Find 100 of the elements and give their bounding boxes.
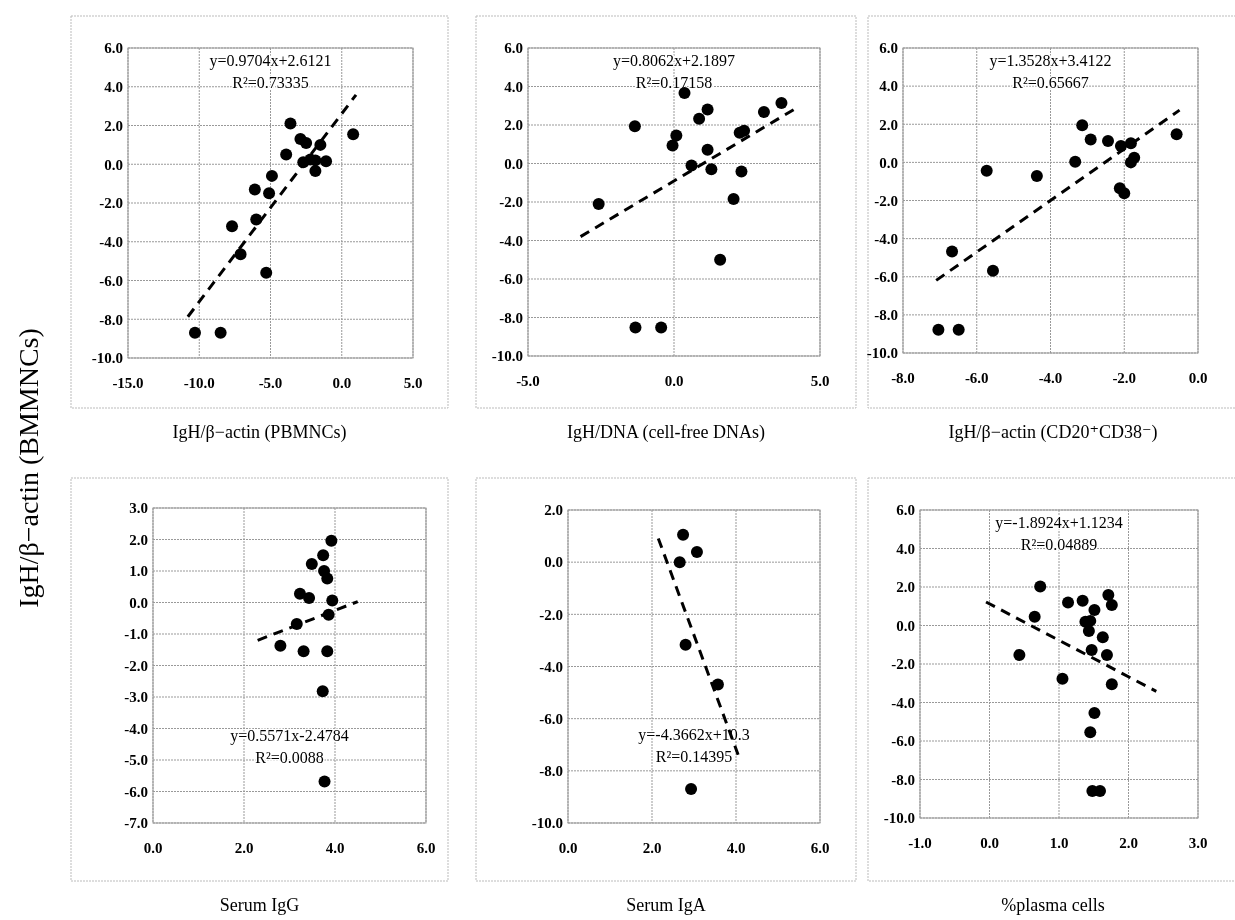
y-tick-label: 4.0 bbox=[504, 78, 523, 95]
point bbox=[1102, 588, 1115, 601]
point bbox=[316, 685, 329, 698]
point bbox=[300, 136, 313, 149]
point bbox=[284, 117, 297, 130]
point bbox=[701, 143, 714, 156]
point bbox=[592, 197, 605, 210]
x-tick-label: 3.0 bbox=[1188, 835, 1208, 851]
y-tick-label: -6.0 bbox=[99, 272, 123, 289]
point bbox=[677, 528, 690, 541]
y-tick-label: -6.0 bbox=[539, 710, 563, 727]
x-tick-label: 6.0 bbox=[810, 840, 830, 856]
annotation: R²=0.65667 bbox=[1012, 74, 1089, 91]
annotation: y=1.3528x+3.4122 bbox=[989, 52, 1112, 70]
y-tick-label: -10.0 bbox=[866, 345, 898, 362]
y-tick-label: -4.0 bbox=[539, 658, 563, 675]
point bbox=[326, 594, 339, 607]
x-tick-label: 5.0 bbox=[403, 375, 423, 391]
y-tick-label: -6.0 bbox=[499, 271, 523, 288]
point bbox=[690, 545, 703, 558]
y-tick-label: -2.0 bbox=[124, 657, 148, 674]
annotation: y=-1.8924x+1.1234 bbox=[995, 514, 1123, 532]
y-tick-label: -6.0 bbox=[891, 733, 915, 750]
point bbox=[325, 534, 338, 547]
y-tick-label: 2.0 bbox=[129, 531, 148, 548]
annotation: R²=0.0088 bbox=[255, 749, 324, 767]
y-tick-label: 4.0 bbox=[104, 79, 123, 95]
y-tick-label: 0.0 bbox=[504, 155, 523, 172]
x-tick-label: 1.0 bbox=[1049, 835, 1069, 851]
annotation: R²=0.73335 bbox=[232, 74, 309, 91]
x-tick-label: -5.0 bbox=[516, 373, 540, 389]
y-tick-label: -4.0 bbox=[499, 232, 523, 249]
y-tick-label: 2.0 bbox=[504, 117, 523, 134]
x-axis-title: Serum IgG bbox=[219, 895, 300, 915]
annotation: y=0.9704x+2.6121 bbox=[209, 52, 332, 70]
point bbox=[309, 165, 322, 178]
y-tick-label: -2.0 bbox=[499, 194, 523, 211]
point bbox=[320, 155, 333, 168]
x-tick-label: 4.0 bbox=[325, 840, 345, 856]
point bbox=[293, 587, 306, 600]
y-tick-label: -10.0 bbox=[883, 810, 915, 827]
point bbox=[679, 638, 692, 651]
point bbox=[757, 106, 770, 119]
y-tick-label: -10.0 bbox=[531, 815, 563, 832]
x-tick-label: -1.0 bbox=[908, 835, 932, 851]
y-tick-label: 4.0 bbox=[896, 540, 915, 557]
annotation: R²=0.17158 bbox=[635, 74, 713, 91]
x-tick-label: 0.0 bbox=[332, 375, 352, 391]
point bbox=[248, 183, 261, 196]
point bbox=[226, 220, 239, 233]
x-tick-label: 2.0 bbox=[642, 840, 662, 856]
point bbox=[303, 592, 316, 605]
point bbox=[347, 128, 360, 141]
y-tick-label: 0.0 bbox=[879, 154, 898, 171]
point bbox=[1088, 603, 1101, 616]
point bbox=[263, 187, 276, 200]
point bbox=[274, 639, 287, 652]
point bbox=[714, 253, 727, 266]
point bbox=[318, 775, 331, 788]
point bbox=[666, 139, 679, 152]
point bbox=[980, 164, 993, 177]
x-tick-label: -6.0 bbox=[964, 370, 989, 386]
point bbox=[629, 321, 642, 334]
y-tick-label: -2.0 bbox=[539, 606, 563, 623]
x-axis-title: IgH/DNA (cell-free DNAs) bbox=[567, 422, 765, 443]
point bbox=[678, 87, 691, 100]
y-tick-label: -6.0 bbox=[874, 269, 898, 285]
y-tick-label: 6.0 bbox=[504, 40, 523, 57]
point bbox=[775, 97, 788, 110]
point bbox=[1096, 631, 1109, 644]
y-tick-label: -5.0 bbox=[124, 752, 148, 769]
point bbox=[986, 264, 999, 277]
x-axis-title: %plasma cells bbox=[1001, 895, 1105, 915]
x-tick-label: 0.0 bbox=[143, 840, 163, 856]
point bbox=[1056, 672, 1069, 685]
annotation: y=0.8062x+2.1897 bbox=[612, 52, 736, 70]
x-tick-label: 6.0 bbox=[416, 840, 436, 856]
point bbox=[1062, 596, 1075, 609]
point bbox=[1124, 156, 1137, 169]
y-tick-label: -1.0 bbox=[124, 626, 148, 643]
point bbox=[297, 645, 310, 658]
point bbox=[705, 163, 718, 176]
x-tick-label: -2.0 bbox=[1112, 370, 1137, 386]
point bbox=[655, 321, 668, 334]
point bbox=[735, 165, 748, 178]
point bbox=[1076, 119, 1089, 132]
point bbox=[188, 326, 201, 339]
point bbox=[1013, 648, 1026, 661]
x-tick-label: 2.0 bbox=[1119, 835, 1138, 851]
point bbox=[1028, 610, 1041, 623]
y-tick-label: 4.0 bbox=[879, 78, 898, 95]
point bbox=[932, 323, 945, 336]
x-tick-label: 5.0 bbox=[810, 373, 830, 389]
point bbox=[317, 549, 330, 562]
point bbox=[946, 245, 959, 258]
point bbox=[1084, 133, 1097, 146]
x-axis-title: IgH/β−actin (PBMNCs) bbox=[172, 422, 347, 443]
point bbox=[738, 124, 751, 137]
y-tick-label: -10.0 bbox=[491, 348, 523, 365]
point bbox=[1118, 187, 1131, 200]
